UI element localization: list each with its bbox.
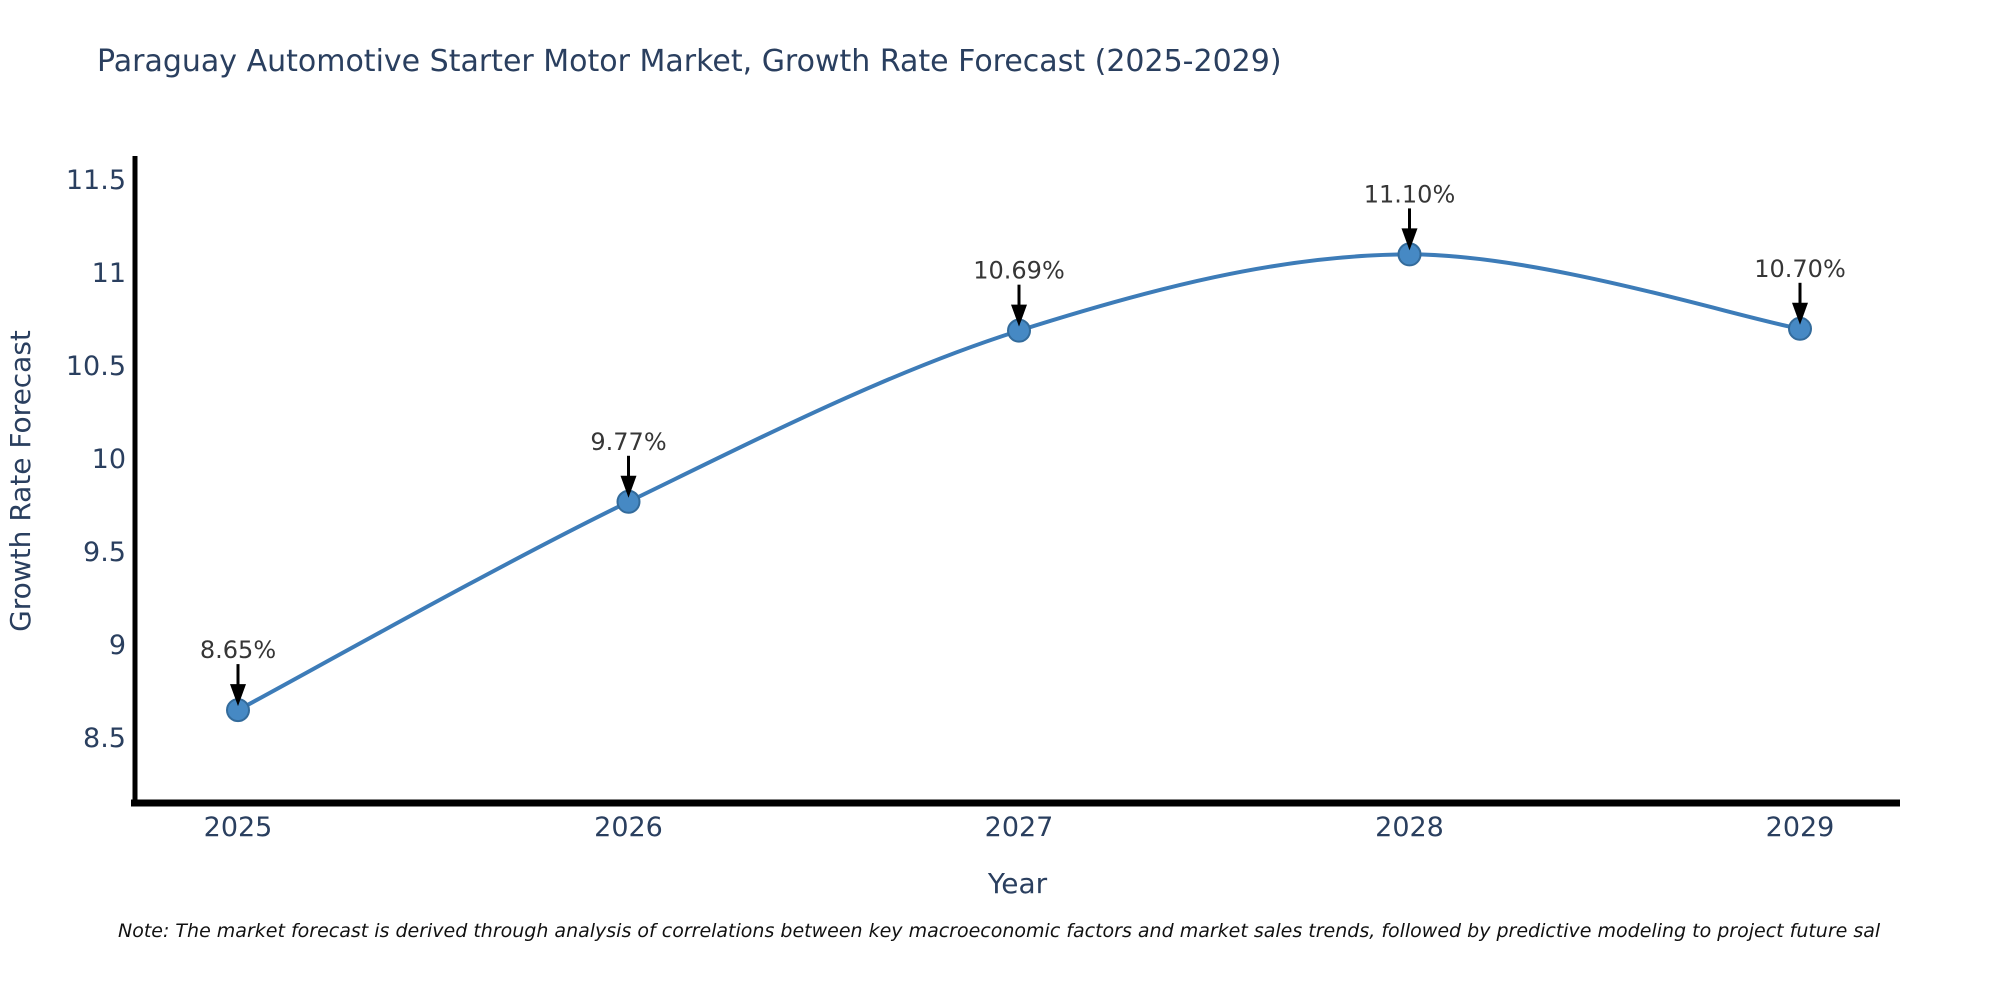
y-tick-label: 9: [109, 630, 126, 661]
x-tick-label: 2025: [204, 812, 273, 843]
x-tick-label: 2028: [1375, 812, 1444, 843]
annotation-label: 11.10%: [1364, 180, 1456, 208]
annotation-label: 9.77%: [590, 428, 666, 456]
y-tick-label: 8.5: [83, 723, 126, 754]
y-tick-label: 11: [92, 258, 126, 289]
y-tick-label: 10: [92, 444, 126, 475]
chart-title: Paraguay Automotive Starter Motor Market…: [97, 44, 1282, 79]
annotation-arrowhead: [620, 475, 637, 498]
y-tick-label: 11.5: [66, 165, 126, 196]
annotation-arrowhead: [1011, 304, 1027, 327]
x-tick-label: 2029: [1766, 812, 1835, 843]
footnote: Note: The market forecast is derived thr…: [118, 920, 1881, 942]
annotation-label: 10.69%: [973, 257, 1065, 285]
annotation-arrowhead: [1401, 228, 1418, 251]
y-axis-title: Growth Rate Forecast: [4, 330, 37, 632]
annotation-arrowhead: [1792, 302, 1808, 325]
x-axis-title: Year: [987, 867, 1048, 900]
annotation-label: 8.65%: [200, 636, 276, 664]
annotation-label: 10.70%: [1754, 255, 1846, 283]
x-tick-label: 2027: [985, 812, 1054, 843]
x-tick-label: 2026: [594, 812, 663, 843]
y-tick-label: 9.5: [83, 537, 126, 568]
annotation-arrowhead: [230, 684, 246, 707]
y-tick-label: 10.5: [66, 351, 126, 382]
